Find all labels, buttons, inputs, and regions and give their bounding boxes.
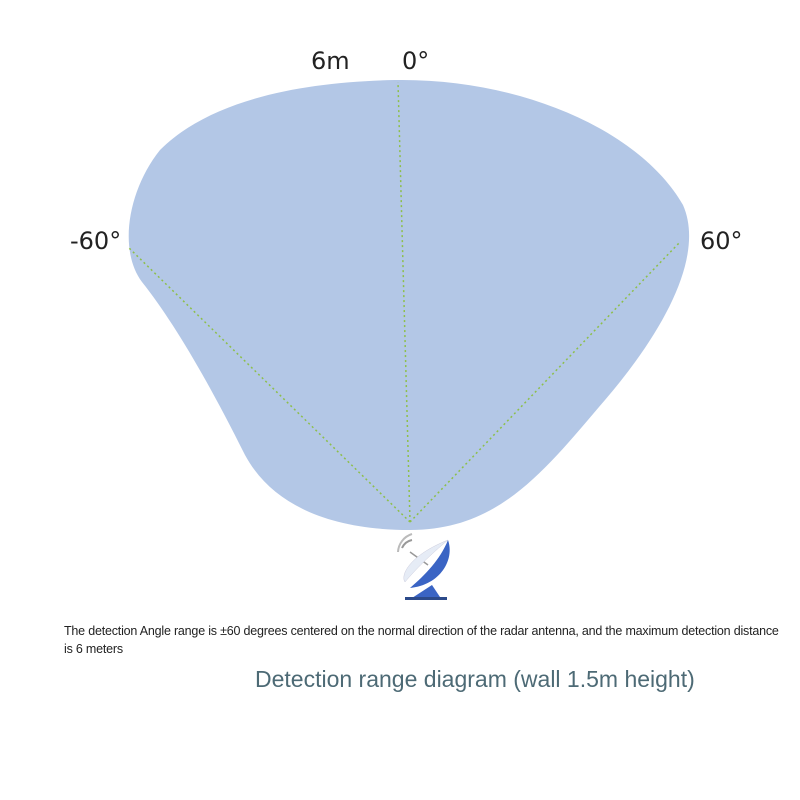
distance-label: 6m — [311, 47, 350, 75]
angle-right-label: 60° — [700, 227, 743, 255]
detection-area — [128, 79, 690, 530]
detection-range-diagram — [127, 79, 690, 600]
left-limit-line — [127, 246, 411, 523]
radar-dish-icon — [397, 533, 450, 600]
angle-left-label: -60° — [70, 227, 122, 255]
center-line — [397, 81, 411, 523]
angle-center-label: 0° — [402, 47, 430, 75]
description-text: The detection Angle range is ±60 degrees… — [64, 624, 779, 656]
diagram-title: Detection range diagram (wall 1.5m heigh… — [255, 666, 695, 692]
